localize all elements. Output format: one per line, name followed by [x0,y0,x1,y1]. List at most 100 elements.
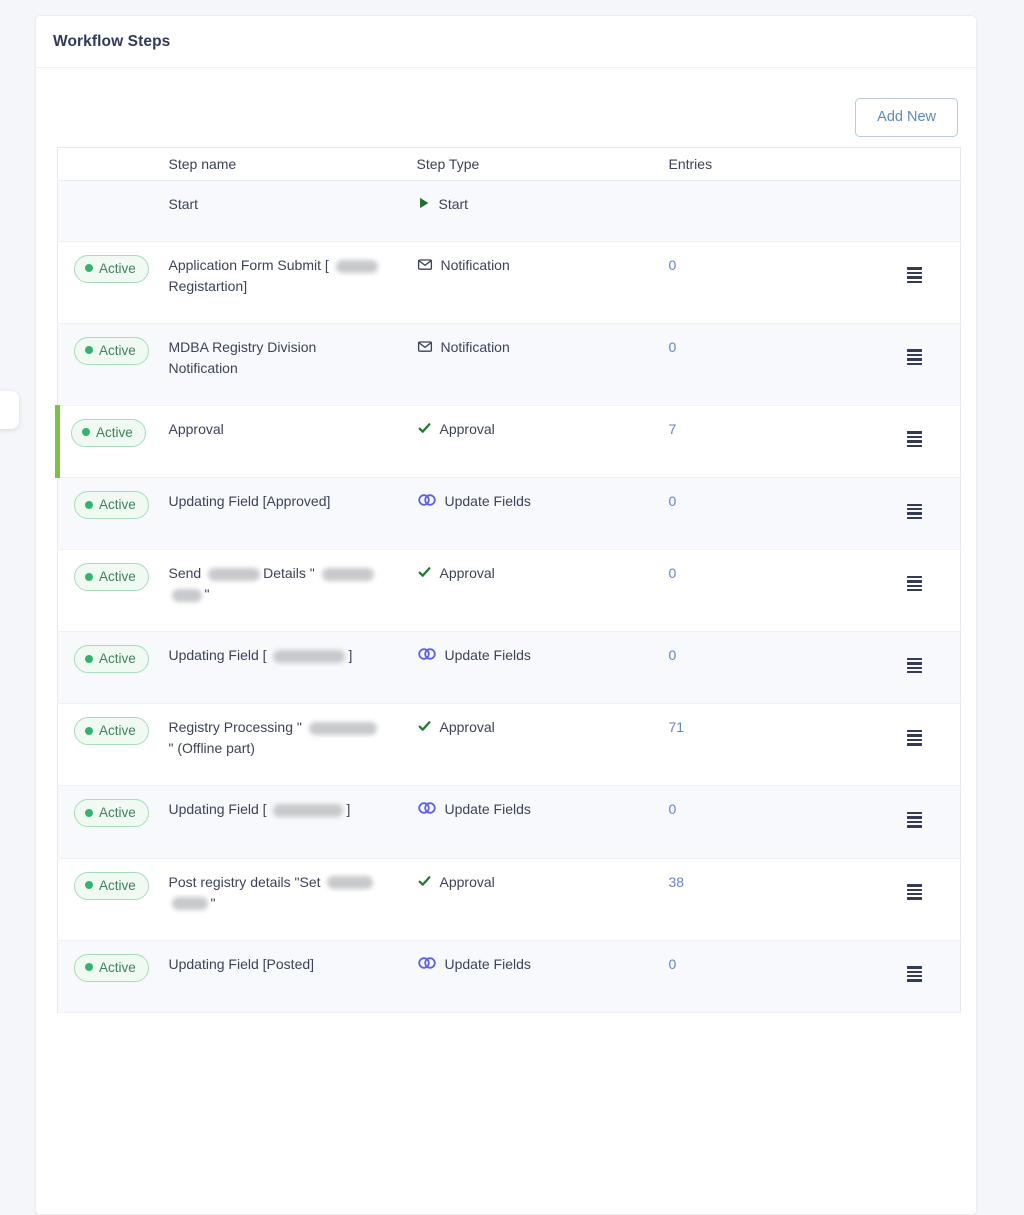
entries-cell: 0 [652,477,863,551]
step-name-text: Details " [263,565,319,582]
actions-cell [862,405,961,479]
workflow-step-row: Active MDBA Registry Division Notificatio… [57,323,961,406]
actions-cell [862,703,961,787]
status-cell: Active [57,785,153,859]
row-menu-icon[interactable] [903,500,926,524]
step-name-text: Updating Field [ [168,801,271,818]
step-name-cell: Updating Field [Posted] [152,940,401,1013]
step-name-cell: Updating Field [ ] [152,785,401,859]
step-name-cell: Application Form Submit [ Registartion] [152,241,401,324]
row-menu-icon[interactable] [903,572,926,596]
step-name-text: Post registry details "Set [168,873,325,890]
step-name-text: Registry Processing " [168,719,306,736]
status-badge-label: Active [99,959,136,975]
entries-count-link[interactable]: 71 [668,719,685,736]
entries-cell: 0 [652,549,863,633]
check-icon [417,719,432,733]
step-type-label: Update Fields [444,801,531,818]
step-type-cell: Notification [400,241,653,324]
entries-count-link[interactable]: 0 [668,493,677,510]
row-menu-icon[interactable] [903,427,926,451]
row-menu-icon[interactable] [903,345,926,369]
row-menu-icon[interactable] [903,962,926,986]
redacted-text [335,259,378,273]
status-badge-label: Active [99,805,136,821]
workflow-step-row: Active Updating Field [ ] Update Fields 0 [57,631,961,705]
step-name-cell: Updating Field [ ] [152,631,401,705]
workflow-steps-card: Workflow Steps Add New Step name Step Ty… [35,15,977,1215]
row-menu-icon[interactable] [903,880,926,904]
column-header-step-type: Step Type [400,147,653,181]
entries-count-link[interactable]: 0 [668,256,677,273]
row-menu-icon[interactable] [903,726,926,750]
workflow-step-row: Active Updating Field [ ] Update Fields 0 [57,785,961,859]
actions-cell [862,180,961,242]
entries-cell: 0 [652,323,863,406]
workflow-step-row: Active Updating Field [Posted] Update Fie… [57,940,961,1013]
table-header-row: Step name Step Type Entries [57,147,961,181]
step-type-label: Approval [439,873,495,890]
entries-count-link[interactable]: 0 [668,955,677,972]
step-name-text: ] [348,647,353,664]
column-header-entries: Entries [652,147,863,181]
page-title: Workflow Steps [53,33,171,50]
redacted-text [171,897,208,911]
check-icon [417,421,432,435]
step-type-cell: Update Fields [400,631,653,705]
workflow-step-row: Active Approval Approval 7 [55,405,961,479]
card-body: Add New Step name Step Type Entries Star… [36,68,976,1031]
status-cell: Active [57,477,153,551]
step-type-cell: Update Fields [400,785,653,859]
status-badge: Active [74,336,149,365]
redacted-text [171,588,202,602]
step-name-text: Application Form Submit [ [168,256,333,273]
step-type-cell: Update Fields [400,940,653,1013]
status-badge: Active [74,645,149,674]
infinity-link-icon [417,801,437,815]
status-badge: Active [74,491,149,520]
row-menu-icon[interactable] [903,263,926,287]
step-type-label: Notification [440,256,510,273]
status-dot-icon [85,264,93,273]
status-cell: Active [57,703,153,787]
play-icon [417,196,431,210]
entries-cell: 0 [652,631,863,705]
entries-cell: 0 [652,940,863,1013]
step-name-cell: Approval [152,405,401,479]
entries-count-link[interactable]: 0 [668,801,677,818]
step-name-text: Updating Field [Approved] [168,493,331,510]
status-badge: Active [74,871,149,900]
step-type-label: Start [438,195,469,212]
step-name-cell: MDBA Registry Division Notification [152,323,401,406]
entries-count-link[interactable]: 0 [668,338,677,355]
entries-cell [652,180,863,242]
entries-cell: 38 [652,858,863,941]
row-menu-icon[interactable] [903,808,926,832]
workflow-step-row: Start Start [57,180,961,242]
status-cell: Active [55,405,153,479]
row-menu-icon[interactable] [903,654,926,678]
status-dot-icon [85,346,93,355]
envelope-icon [417,257,433,272]
status-dot-icon [85,572,93,581]
step-type-cell: Approval [400,703,653,787]
status-cell: Active [57,858,153,941]
status-badge-label: Active [96,424,133,440]
actions-cell [862,323,961,406]
redacted-text [273,804,344,818]
entries-count-link[interactable]: 0 [668,565,677,582]
add-new-button[interactable]: Add New [855,98,958,137]
step-type-label: Approval [439,420,495,437]
entries-count-link[interactable]: 38 [668,873,685,890]
entries-count-link[interactable]: 7 [668,420,677,437]
check-icon [417,565,432,579]
step-name-text: Updating Field [Posted] [168,955,315,972]
infinity-link-icon [417,956,437,970]
entries-count-link[interactable]: 0 [668,647,677,664]
step-name-cell: Start [152,180,401,242]
step-name-text: " [204,586,210,603]
step-type-label: Update Fields [444,647,531,664]
status-badge: Active [74,717,149,746]
workflow-step-row: Active Registry Processing " " (Offline p… [57,703,961,787]
actions-cell [862,940,961,1013]
